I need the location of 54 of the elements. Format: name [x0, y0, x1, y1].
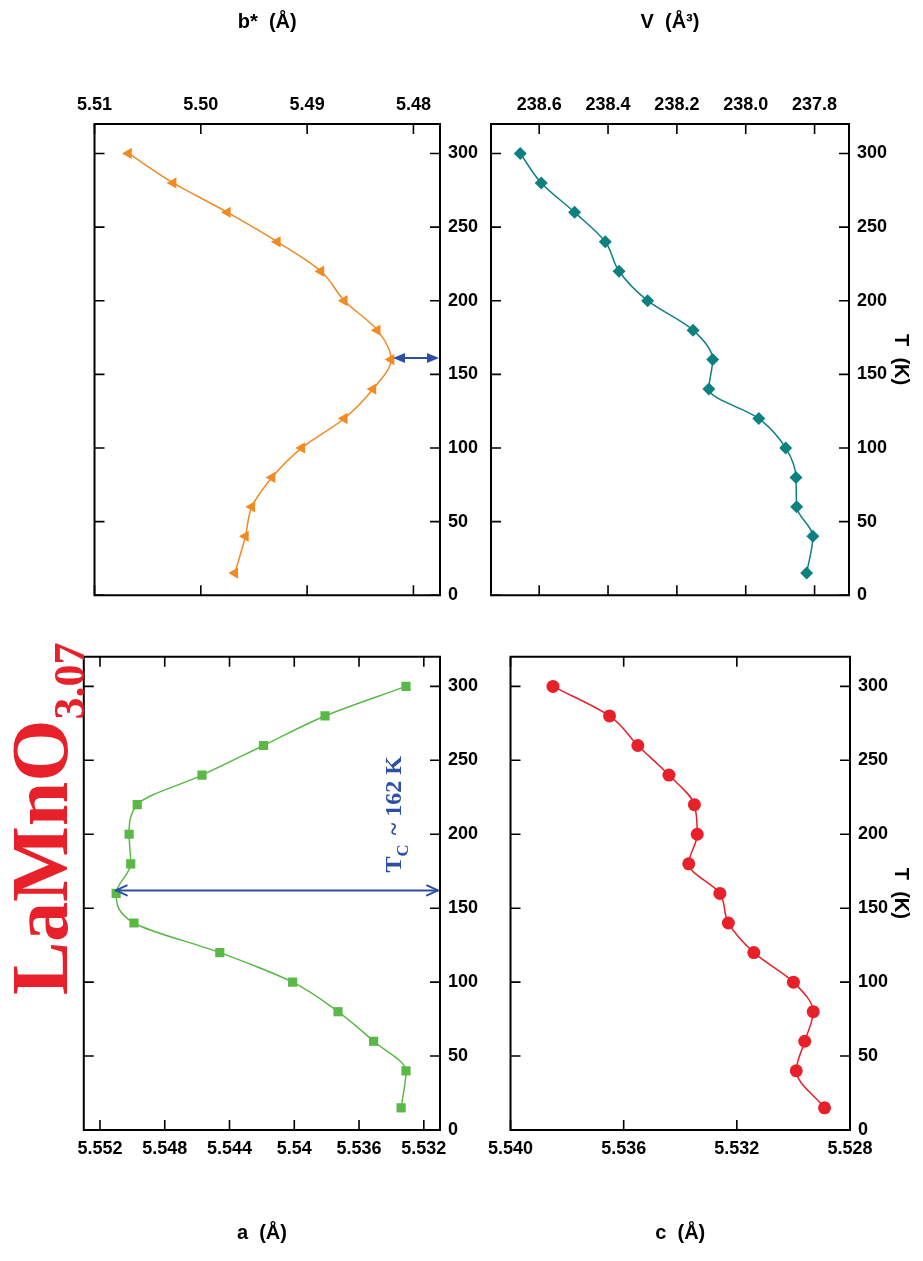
y-tick-label: 200 — [857, 289, 888, 310]
y-tick-label: 100 — [448, 971, 479, 992]
x-tick-label: 5.548 — [142, 1137, 188, 1158]
y-tick-label: 0 — [448, 1118, 459, 1139]
y-tick-label: 150 — [857, 363, 888, 384]
y-tick-label: 50 — [858, 1045, 879, 1066]
x-tick-label: 5.54 — [276, 1137, 312, 1158]
y-tick-label: 250 — [858, 749, 889, 770]
x-tick-label: 5.540 — [488, 1137, 534, 1158]
y-axis-title: T (K) — [891, 334, 914, 386]
y-tick-label: 300 — [448, 142, 479, 163]
y-axis-title: T (K) — [891, 867, 914, 919]
y-tick-label: 250 — [857, 216, 888, 237]
y-tick-label: 200 — [858, 823, 889, 844]
y-tick-label: 200 — [448, 289, 479, 310]
x-tick-label: 5.51 — [76, 94, 113, 115]
x-axis-title: a (Å) — [236, 1219, 287, 1243]
x-tick-label: 5.532 — [401, 1137, 447, 1158]
y-tick-label: 50 — [448, 1045, 469, 1066]
y-tick-label: 100 — [858, 971, 889, 992]
y-tick-label: 300 — [858, 675, 889, 696]
x-axis-title: V (Å³) — [640, 8, 700, 32]
y-tick-label: 200 — [448, 823, 479, 844]
y-tick-label: 100 — [448, 436, 479, 457]
x-tick-label: 5.48 — [395, 94, 431, 115]
y-tick-label: 250 — [448, 749, 479, 770]
y-tick-label: 50 — [448, 510, 469, 531]
x-axis-title: b* (Å) — [237, 8, 297, 32]
y-tick-label: 150 — [858, 897, 889, 918]
x-tick-label: 5.50 — [183, 94, 219, 115]
ref-line-label: TC ~ 162 K — [379, 755, 412, 873]
x-tick-label: 238.2 — [654, 94, 700, 115]
y-tick-label: 300 — [857, 142, 888, 163]
x-tick-label: 238.6 — [516, 94, 562, 115]
x-tick-label: 5.528 — [827, 1137, 873, 1158]
x-tick-label: 238.4 — [585, 94, 631, 115]
y-tick-label: 50 — [857, 510, 878, 531]
x-tick-label: 5.552 — [77, 1137, 123, 1158]
y-tick-label: 300 — [448, 675, 479, 696]
x-tick-label: 5.544 — [206, 1137, 253, 1158]
x-tick-label: 237.8 — [792, 94, 838, 115]
y-tick-label: 150 — [448, 363, 479, 384]
x-tick-label: 5.536 — [336, 1137, 382, 1158]
x-tick-label: 5.536 — [601, 1137, 647, 1158]
y-tick-label: 0 — [858, 1118, 869, 1139]
y-tick-label: 150 — [448, 897, 479, 918]
x-tick-label: 5.49 — [289, 94, 325, 115]
y-tick-label: 0 — [857, 584, 868, 605]
y-tick-label: 100 — [857, 436, 888, 457]
y-tick-label: 0 — [448, 584, 459, 605]
x-axis-title: c (Å) — [655, 1219, 706, 1243]
x-tick-label: 238.0 — [723, 94, 769, 115]
y-tick-label: 250 — [448, 216, 479, 237]
x-tick-label: 5.532 — [714, 1137, 760, 1158]
